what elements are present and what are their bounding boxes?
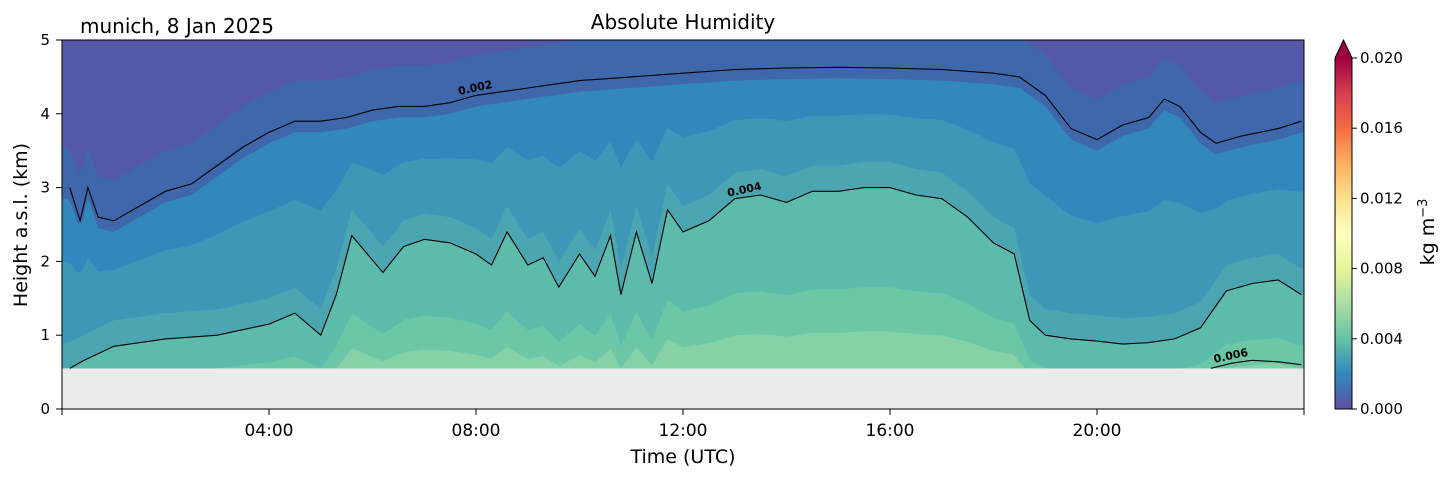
y-tick-label: 2	[40, 252, 50, 270]
x-tick-label: 04:00	[245, 421, 294, 441]
colorbar-tick-label: 0.008	[1360, 260, 1403, 278]
x-tick-label: 16:00	[866, 421, 915, 441]
colorbar-ticks: 0.000 0.004 0.008 0.012 0.016 0.020	[1352, 49, 1403, 418]
colorbar-tick-label: 0.020	[1360, 49, 1403, 67]
x-axis-label: Time (UTC)	[629, 446, 735, 468]
colorbar-outline	[1334, 38, 1353, 410]
y-tick-label: 0	[40, 400, 50, 418]
y-tick-label: 1	[40, 326, 50, 344]
contour-line-0.006	[1210, 359, 1302, 369]
colorbar-tick-label: 0.016	[1360, 119, 1403, 137]
x-axis: 04:00 08:00 12:00 16:00 20:00	[61, 409, 1305, 441]
x-tick-label: 08:00	[452, 421, 501, 441]
y-axis: 0 1 2 3 4 5	[40, 31, 62, 418]
x-tick-label: 12:00	[659, 421, 708, 441]
colorbar: 0.000 0.004 0.008 0.012 0.016 0.020 kg m−3	[1334, 38, 1439, 418]
field-band-6	[62, 287, 1304, 369]
chart-subtitle: munich, 8 Jan 2025	[80, 14, 274, 38]
chart-title: Absolute Humidity	[591, 10, 776, 34]
no-data-floor	[62, 368, 1304, 409]
colorbar-tick-label: 0.004	[1360, 330, 1403, 348]
colorbar-tick-label: 0.000	[1360, 400, 1403, 418]
colorbar-gradient	[1335, 58, 1352, 409]
y-axis-label: Height a.s.l. (km)	[10, 143, 32, 307]
y-tick-label: 4	[40, 105, 50, 123]
colorbar-tick-label: 0.012	[1360, 189, 1403, 207]
humidity-field	[62, 40, 1304, 409]
y-tick-label: 5	[40, 31, 50, 49]
field-band-7	[62, 331, 1304, 369]
colorbar-extend-arrow	[1335, 40, 1352, 58]
contour-line-0.002	[69, 66, 1302, 223]
x-tick-label: 20:00	[1073, 421, 1122, 441]
colorbar-label: kg m−3	[1416, 199, 1439, 266]
contour-line-0.004	[69, 187, 1302, 369]
y-tick-label: 3	[40, 179, 50, 197]
